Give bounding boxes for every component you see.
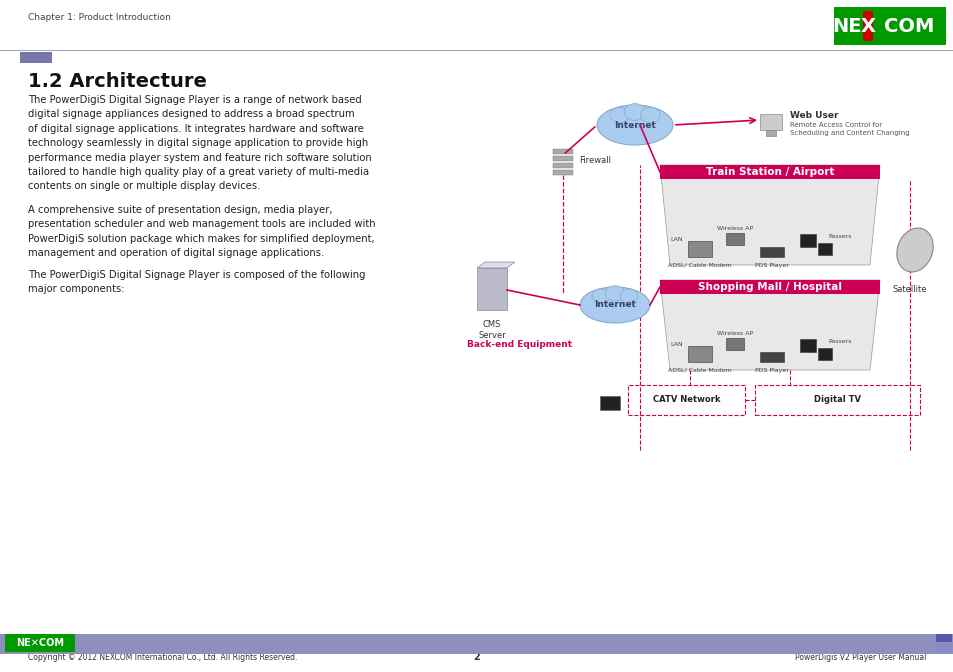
Text: Shopping Mall / Hospital: Shopping Mall / Hospital (698, 282, 841, 292)
FancyBboxPatch shape (817, 348, 831, 360)
Polygon shape (659, 165, 879, 265)
Ellipse shape (623, 103, 645, 120)
FancyBboxPatch shape (659, 280, 879, 294)
Text: PDS Player: PDS Player (754, 368, 788, 373)
Text: Satellite: Satellite (892, 285, 926, 294)
FancyBboxPatch shape (760, 352, 783, 362)
Text: Wireless AP: Wireless AP (717, 226, 752, 231)
FancyBboxPatch shape (687, 241, 711, 257)
Text: CMS
Server: CMS Server (477, 320, 505, 340)
FancyBboxPatch shape (725, 233, 743, 245)
FancyBboxPatch shape (659, 165, 879, 179)
Ellipse shape (619, 289, 638, 303)
Text: Internet: Internet (594, 300, 636, 310)
FancyBboxPatch shape (935, 644, 951, 652)
FancyBboxPatch shape (862, 11, 872, 41)
Ellipse shape (609, 108, 629, 123)
Text: Chapter 1: Product Introduction: Chapter 1: Product Introduction (28, 13, 171, 22)
Text: The PowerDigiS Digital Signage Player is composed of the following
major compone: The PowerDigiS Digital Signage Player is… (28, 270, 365, 294)
Text: Wireless AP: Wireless AP (717, 331, 752, 336)
Polygon shape (476, 262, 515, 268)
Text: Passers: Passers (827, 339, 851, 345)
Ellipse shape (896, 228, 932, 272)
FancyBboxPatch shape (760, 247, 783, 257)
Ellipse shape (592, 289, 609, 303)
FancyBboxPatch shape (476, 268, 506, 310)
Text: LAN: LAN (669, 237, 682, 243)
Text: Digital TV: Digital TV (813, 396, 861, 405)
Text: LAN: LAN (669, 343, 682, 347)
FancyBboxPatch shape (760, 114, 781, 130)
Text: X: X (860, 17, 875, 36)
Polygon shape (659, 280, 879, 370)
FancyBboxPatch shape (553, 170, 573, 175)
Text: 2: 2 (473, 653, 480, 663)
Text: ADSL/ Cable Modem: ADSL/ Cable Modem (667, 368, 731, 373)
Text: CATV Network: CATV Network (652, 396, 720, 405)
FancyBboxPatch shape (553, 149, 573, 154)
Text: Firewall: Firewall (578, 157, 610, 165)
FancyBboxPatch shape (553, 163, 573, 168)
Text: Remote Access Control for: Remote Access Control for (789, 122, 882, 128)
Text: Passers: Passers (827, 235, 851, 239)
FancyBboxPatch shape (817, 243, 831, 255)
Text: Train Station / Airport: Train Station / Airport (705, 167, 833, 177)
FancyBboxPatch shape (800, 234, 815, 247)
Text: Copyright © 2012 NEXCOM International Co., Ltd. All Rights Reserved.: Copyright © 2012 NEXCOM International Co… (28, 653, 297, 662)
Ellipse shape (597, 105, 672, 145)
FancyBboxPatch shape (0, 634, 953, 654)
Text: Internet: Internet (614, 120, 656, 130)
Text: Scheduling and Content Changing: Scheduling and Content Changing (789, 130, 908, 136)
Ellipse shape (604, 286, 624, 301)
Text: NE✕COM: NE✕COM (16, 638, 64, 648)
FancyBboxPatch shape (765, 130, 775, 136)
FancyBboxPatch shape (687, 346, 711, 362)
Text: Back-end Equipment: Back-end Equipment (467, 341, 572, 349)
Text: PDS Player: PDS Player (754, 263, 788, 268)
Text: The PowerDigiS Digital Signage Player is a range of network based
digital signag: The PowerDigiS Digital Signage Player is… (28, 95, 372, 192)
FancyBboxPatch shape (725, 338, 743, 350)
Text: COM: COM (882, 17, 933, 36)
Ellipse shape (579, 287, 649, 323)
Text: PowerDigis V2 Player User Manual: PowerDigis V2 Player User Manual (794, 653, 925, 662)
FancyBboxPatch shape (800, 339, 815, 352)
Text: ADSL/ Cable Modem: ADSL/ Cable Modem (667, 263, 731, 268)
Text: A comprehensive suite of presentation design, media player,
presentation schedul: A comprehensive suite of presentation de… (28, 205, 375, 258)
FancyBboxPatch shape (833, 7, 945, 45)
FancyBboxPatch shape (5, 634, 75, 652)
FancyBboxPatch shape (599, 396, 619, 410)
Text: NE: NE (832, 17, 862, 36)
Ellipse shape (639, 108, 659, 123)
FancyBboxPatch shape (935, 634, 951, 642)
Text: 1.2 Architecture: 1.2 Architecture (28, 72, 207, 91)
FancyBboxPatch shape (20, 52, 52, 63)
Text: Web User: Web User (789, 110, 838, 120)
FancyBboxPatch shape (553, 156, 573, 161)
